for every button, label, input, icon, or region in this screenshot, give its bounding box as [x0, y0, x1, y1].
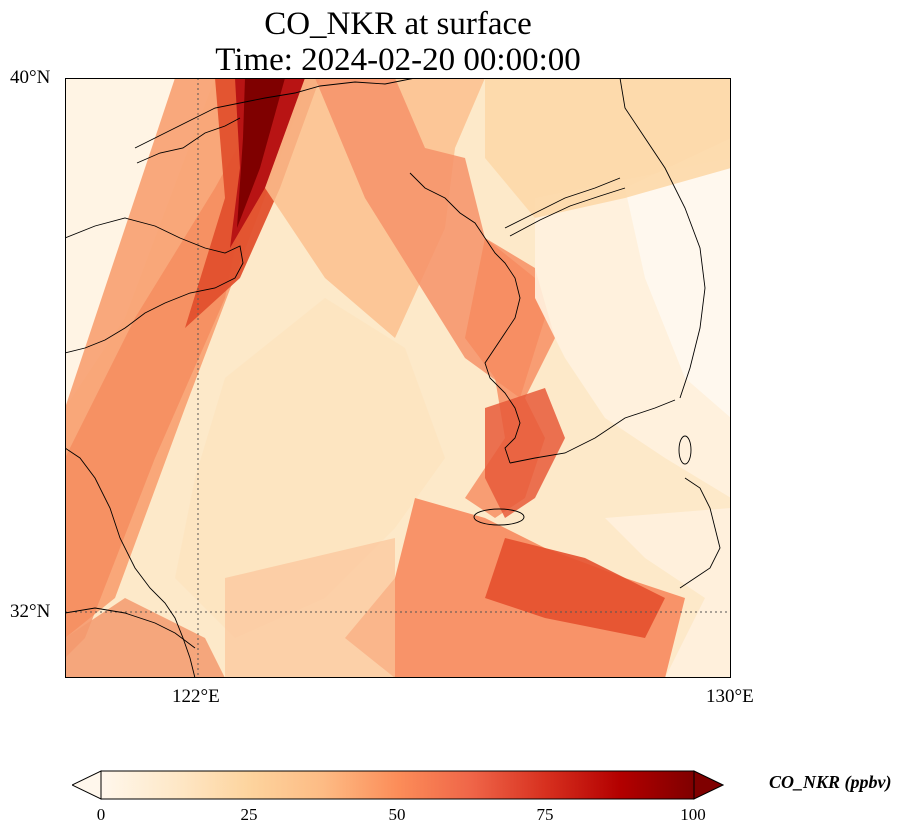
colorbar-tick-50: 50	[388, 805, 406, 824]
colorbar-title: CO_NKR (ppbv)	[769, 772, 892, 792]
coastline-yangtze	[65, 607, 196, 649]
map-frame	[65, 78, 731, 678]
coastline-tsushima	[678, 435, 692, 465]
field-south-west	[225, 538, 395, 678]
coastlines	[65, 78, 721, 678]
coastline-yalu	[504, 177, 621, 229]
coastline-liaodong-peninsula	[136, 117, 241, 164]
coastline-jeju	[473, 508, 525, 526]
lon-tick-122e: 122°E	[172, 686, 220, 707]
coastline-china-east	[65, 447, 196, 678]
colorbar-tick-75: 75	[536, 805, 554, 824]
coastline-korea-east	[619, 78, 706, 399]
field-northeast	[485, 78, 731, 218]
field-south-core	[485, 538, 665, 638]
coastline-japan	[679, 477, 721, 589]
map-title: CO_NKR at surface	[264, 6, 532, 42]
lat-tick-32n: 32°N	[10, 601, 51, 622]
field-korea-pale-east	[625, 138, 731, 418]
colorbar-body	[100, 770, 695, 800]
coastline-liaodong-north	[134, 78, 416, 149]
lon-tick-130e: 130°E	[706, 686, 754, 707]
colorbar-tick-25: 25	[240, 805, 258, 824]
coastline-yalu-2	[509, 187, 626, 237]
colorbar-extend-max	[693, 770, 724, 800]
field-plume-core	[237, 78, 285, 228]
coastline-korea-west	[409, 172, 521, 464]
concentration-map	[65, 78, 731, 678]
lat-tick-40n: 40°N	[10, 67, 51, 88]
field-central-pale	[175, 298, 445, 638]
map-subtitle-time: Time: 2024-02-20 00:00:00	[215, 42, 581, 78]
field-korea-sw	[485, 388, 565, 518]
field-south-pale-east	[605, 508, 731, 678]
map-panel	[65, 78, 731, 678]
colorbar-extend-min	[72, 770, 102, 800]
coastline-shandong	[65, 217, 244, 354]
coastline-korea-south	[509, 399, 676, 464]
colorbar-tick-0: 0	[96, 805, 106, 824]
colorbar	[72, 770, 724, 800]
colorbar-tick-100: 100	[680, 805, 706, 824]
field-sw-corner	[65, 598, 225, 678]
